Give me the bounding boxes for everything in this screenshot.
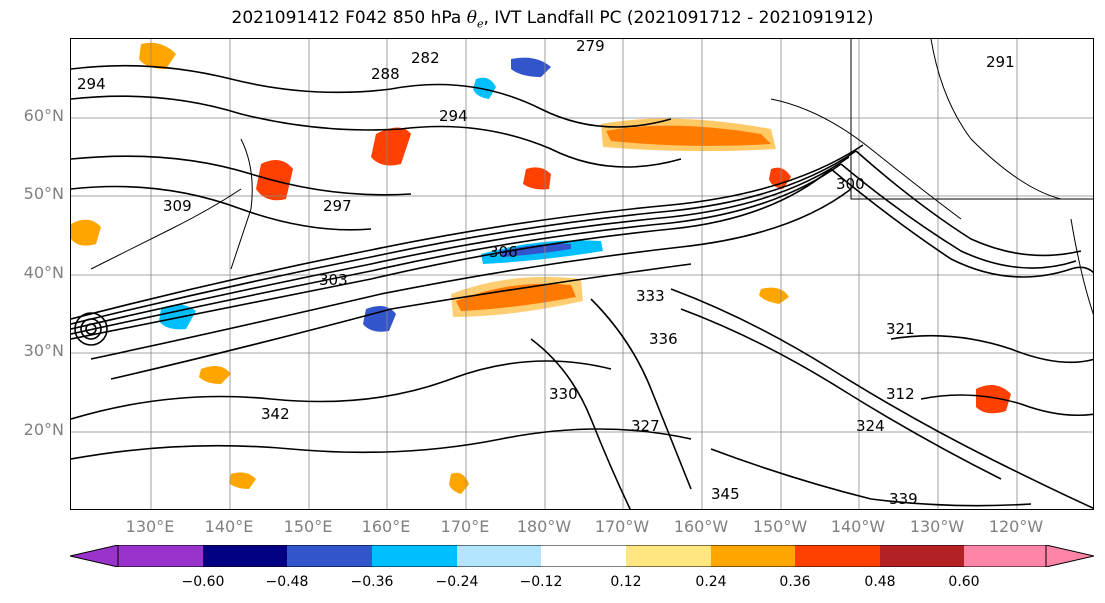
shading-patches [71,42,1011,494]
contour-label: 330 [549,385,578,403]
colorbar-tick: 0.24 [695,574,727,590]
colorbar-segment-5 [457,545,541,567]
cool-patch-north [511,57,551,77]
warm-patch-east-2 [759,287,789,304]
colorbar-tick: −0.60 [181,574,225,590]
title-prefix: 2021091412 F042 850 hPa [231,8,467,28]
contour-label: 342 [261,405,290,423]
contour-label: 333 [636,287,665,305]
warm-patch-okhotsk [371,127,411,166]
lon-label-130e: 130°E [125,517,175,536]
lon-label-150e: 150°E [283,517,333,536]
warm-patch-hawaii-east [976,385,1011,414]
lon-label-150w: 150°W [752,517,808,536]
contour-label: 303 [319,271,348,289]
colorbar-segment-10 [880,545,964,567]
colorbar-low-arrow [70,545,119,567]
map-svg: 279 282 288 291 294 294 297 300 303 306 … [71,39,1093,509]
contour-label: 309 [163,197,192,215]
lon-label-140w: 140°W [830,517,886,536]
warm-patch-south-1 [199,365,231,384]
lat-label-20n: 20°N [23,420,64,439]
colorbar-tick: −0.36 [350,574,394,590]
colorbar-segment-6 [541,545,626,567]
lon-label-170w: 170°W [594,517,650,536]
cool-patch-jet-core [501,243,571,257]
warm-patch-central-edge [451,276,583,317]
lon-label-160e: 160°E [361,517,411,536]
colorbar-tick: −0.48 [265,574,309,590]
cool-patch-kuroshio [363,305,396,332]
colorbar-tick: 0.60 [948,574,980,590]
theta-symbol: θ [466,8,477,28]
theta-e-contours [71,64,1093,509]
colorbar-tick: 0.12 [610,574,642,590]
contour-label: 345 [711,485,740,503]
lat-label-50n: 50°N [23,184,64,203]
colorbar-high-arrow [1045,545,1094,567]
lon-label-160w: 160°W [673,517,729,536]
contour-label: 324 [856,417,885,435]
lat-label-30n: 30°N [23,341,64,360]
contour-label: 321 [886,320,915,338]
lon-label-140e: 140°E [204,517,254,536]
warm-patch-west [71,219,101,246]
contour-label: 339 [889,490,918,508]
colorbar-tick: −0.24 [435,574,479,590]
warm-patch-south-2 [449,472,469,494]
title-suffix: , IVT Landfall PC (2021091712 - 20210919… [483,8,874,28]
colorbar-segment-11 [964,545,1046,567]
contour-label: 312 [886,385,915,403]
lon-label-130w: 130°W [909,517,965,536]
graticule [71,39,1093,509]
warm-patch-bering [523,167,551,190]
contour-label: 279 [576,39,605,55]
colorbar-segment-2 [203,545,287,567]
colorbar-segment-1 [118,545,203,567]
lon-label-120w: 120°W [988,517,1044,536]
warm-patch-northwest [139,42,176,69]
contour-label: 288 [371,65,400,83]
contour-label: 300 [836,175,865,193]
cool-patch-bering-north [473,77,496,99]
lon-label-180w: 180°W [516,517,572,536]
colorbar-segment-9 [795,545,880,567]
contour-labels: 279 282 288 291 294 294 297 300 303 306 … [77,39,1015,508]
colorbar-tick: 0.48 [864,574,896,590]
colorbar-tick: 0.36 [779,574,811,590]
contour-label: 291 [986,53,1015,71]
colorbar-segment-3 [287,545,372,567]
contour-label: 294 [439,107,468,125]
colorbar-segment-4 [372,545,457,567]
warm-patch-east-1 [769,167,791,189]
contour-label: 306 [489,243,518,261]
colorbar-segment-8 [711,545,795,567]
contour-label: 327 [631,417,660,435]
chart-title: 2021091412 F042 850 hPa θe, IVT Landfall… [0,8,1105,30]
colorbar [70,545,1094,567]
lat-label-40n: 40°N [23,263,64,282]
contour-label: 282 [411,49,440,67]
contour-label: 297 [323,197,352,215]
lat-label-60n: 60°N [23,106,64,125]
theta-subscript: e [476,17,484,31]
contour-label: 294 [77,75,106,93]
warm-patch-gulf-alaska-edge [601,118,776,152]
map-panel: 279 282 288 291 294 294 297 300 303 306 … [70,38,1094,510]
warm-patch-south-3 [229,472,256,489]
colorbar-segment-7 [626,545,711,567]
colorbar-tick: −0.12 [519,574,563,590]
contour-label: 336 [649,330,678,348]
lon-label-170e: 170°E [440,517,490,536]
